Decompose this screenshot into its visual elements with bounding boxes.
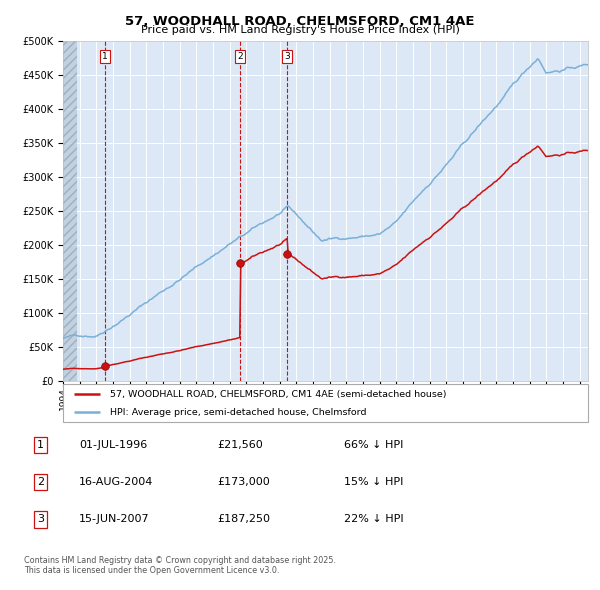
Text: £187,250: £187,250 bbox=[217, 514, 270, 525]
Text: 2: 2 bbox=[37, 477, 44, 487]
Text: 15-JUN-2007: 15-JUN-2007 bbox=[79, 514, 150, 525]
Text: 15% ↓ HPI: 15% ↓ HPI bbox=[344, 477, 404, 487]
Text: HPI: Average price, semi-detached house, Chelmsford: HPI: Average price, semi-detached house,… bbox=[110, 408, 367, 417]
Text: 01-JUL-1996: 01-JUL-1996 bbox=[79, 440, 148, 450]
Text: 22% ↓ HPI: 22% ↓ HPI bbox=[344, 514, 404, 525]
Text: 66% ↓ HPI: 66% ↓ HPI bbox=[344, 440, 404, 450]
Text: 2: 2 bbox=[237, 52, 243, 61]
Text: Contains HM Land Registry data © Crown copyright and database right 2025.: Contains HM Land Registry data © Crown c… bbox=[24, 556, 336, 565]
Text: 16-AUG-2004: 16-AUG-2004 bbox=[79, 477, 154, 487]
Text: This data is licensed under the Open Government Licence v3.0.: This data is licensed under the Open Gov… bbox=[24, 566, 280, 575]
Bar bbox=[63, 41, 77, 381]
Text: £21,560: £21,560 bbox=[217, 440, 263, 450]
Text: 57, WOODHALL ROAD, CHELMSFORD, CM1 4AE (semi-detached house): 57, WOODHALL ROAD, CHELMSFORD, CM1 4AE (… bbox=[110, 390, 447, 399]
FancyBboxPatch shape bbox=[63, 384, 588, 422]
Text: 57, WOODHALL ROAD, CHELMSFORD, CM1 4AE: 57, WOODHALL ROAD, CHELMSFORD, CM1 4AE bbox=[125, 15, 475, 28]
Text: £173,000: £173,000 bbox=[217, 477, 270, 487]
Text: 3: 3 bbox=[37, 514, 44, 525]
Text: 1: 1 bbox=[37, 440, 44, 450]
Text: 1: 1 bbox=[102, 52, 107, 61]
Text: Price paid vs. HM Land Registry's House Price Index (HPI): Price paid vs. HM Land Registry's House … bbox=[140, 25, 460, 35]
Text: 3: 3 bbox=[284, 52, 290, 61]
